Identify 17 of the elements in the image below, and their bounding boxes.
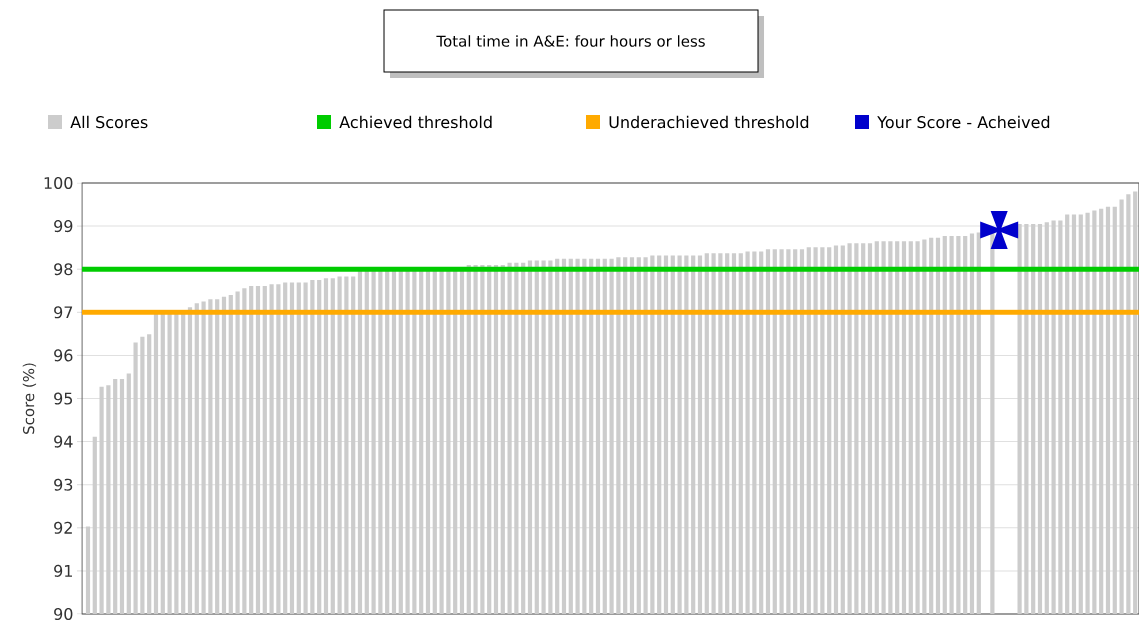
y-tick-label: 90	[54, 607, 73, 621]
y-tick-label: 91	[54, 564, 72, 577]
legend-label: Achieved threshold	[339, 115, 492, 129]
legend-label: Underachieved threshold	[609, 115, 809, 129]
y-tick-label: 100	[44, 176, 73, 190]
y-axis-title: Score (%)	[22, 363, 37, 434]
y-tick-label: 99	[54, 220, 73, 233]
y-tick-label: 94	[54, 435, 73, 448]
y-tick-label: 97	[54, 306, 73, 319]
chart-title: Total time in A&E: four hours or less	[436, 35, 705, 47]
legend-label: Your Score - Acheived	[877, 115, 1050, 129]
y-tick-label: 98	[54, 263, 73, 276]
y-tick-label: 96	[54, 349, 73, 362]
legend-label: All Scores	[70, 115, 148, 129]
y-tick-label: 95	[54, 392, 73, 405]
y-tick-label: 92	[54, 521, 72, 534]
y-tick-label: 93	[54, 478, 73, 491]
